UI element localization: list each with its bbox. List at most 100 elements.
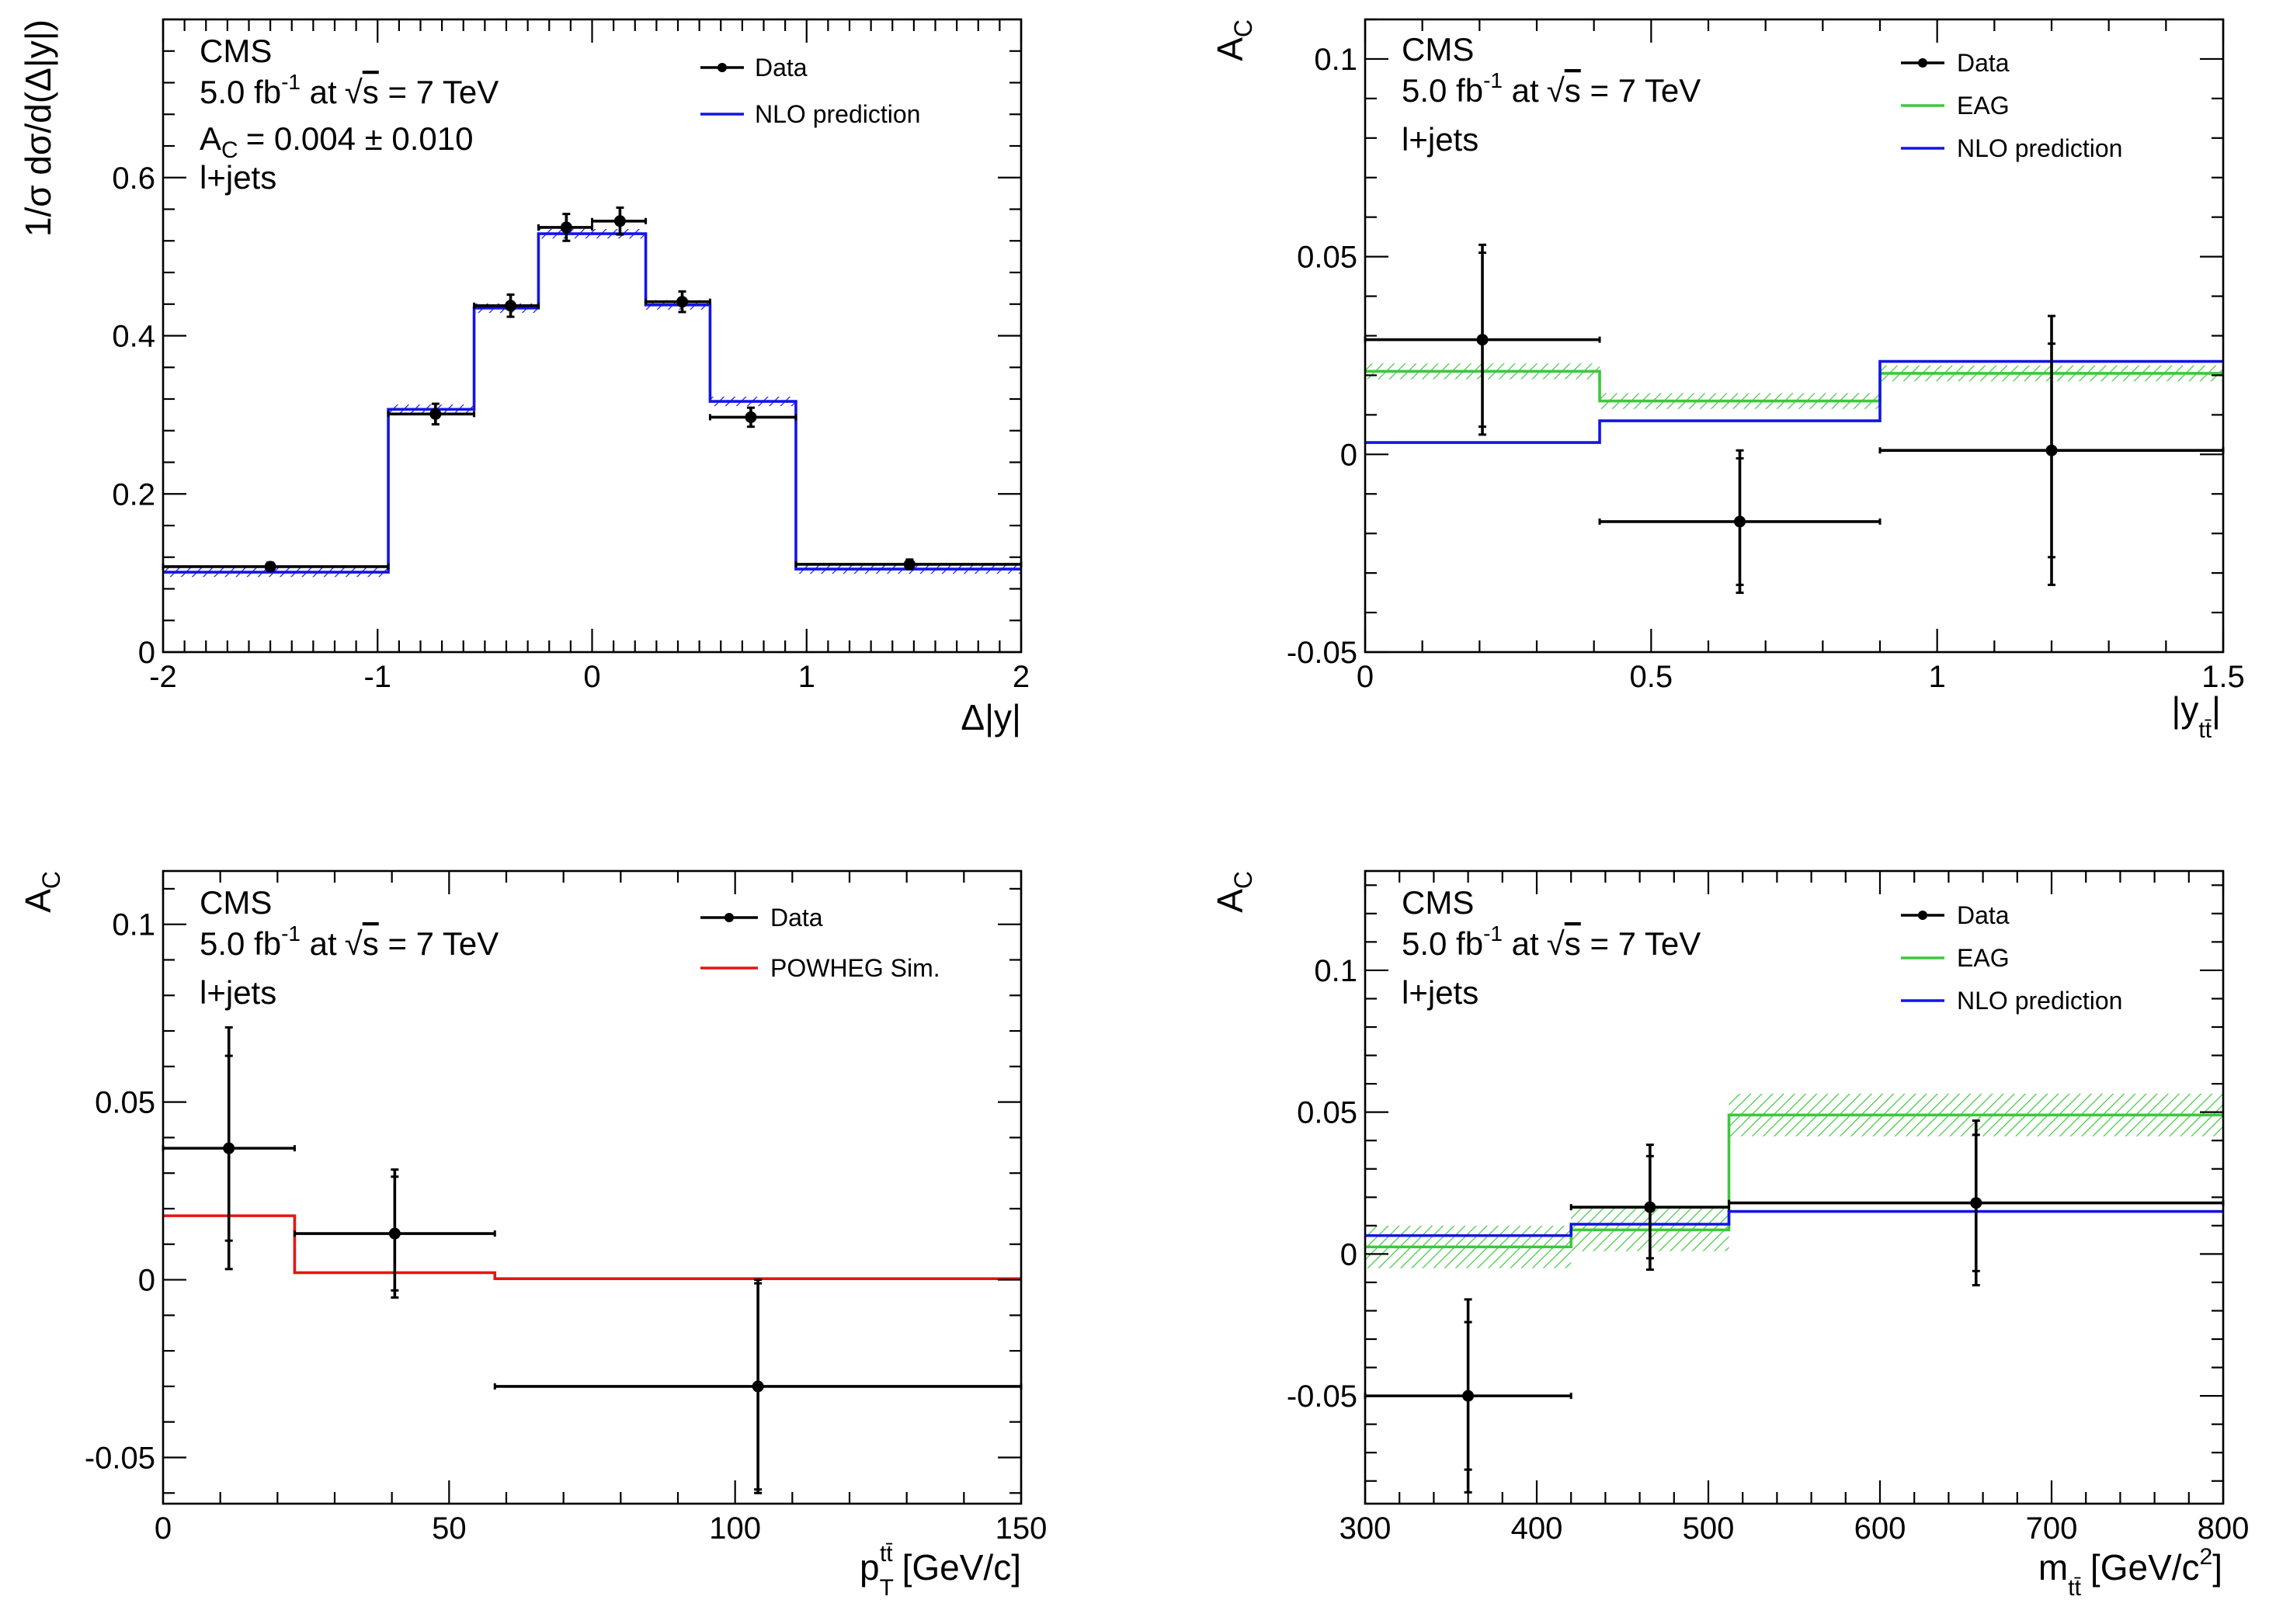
data-point [429,408,442,420]
legend-data-label: Data [1957,901,2010,929]
x-tick-label: -2 [149,660,177,694]
panel-3-y-axis-label: AC [18,871,65,913]
panel-4-channel: l+jets [1402,974,1478,1011]
panel-2-legend: Data EAG NLO prediction [1901,49,2122,162]
legend-data-marker [718,63,727,72]
data-point [1476,334,1489,346]
panel-3-experiment: CMS [200,884,272,921]
data-point [1734,515,1746,528]
x-tick-label: 1.5 [2201,660,2245,694]
panel-1-marks [162,206,1023,578]
panel-1-ticks: -2 -1 0 1 2 0 0.2 0.4 0.6 [112,18,1030,694]
x-tick-label: 150 [996,1511,1048,1546]
legend-data-marker [1918,911,1927,920]
panel-3-lumi: 5.0 fb-1 at √s = 7 TeV [200,921,499,962]
panel-1-channel: l+jets [200,159,276,196]
step-line-eag [1365,370,2223,403]
legend-data-marker [1918,58,1927,68]
panel-2-experiment: CMS [1402,31,1474,68]
panel-delta-y: -2 -1 0 1 2 0 0.2 0.4 0.6 CMS 5.0 fb-1 at √s = 7 … [18,18,1030,737]
panel-2-x-axis-label: |ytt̄| [2171,689,2221,743]
data-point [223,1142,235,1154]
panel-2-marks [1364,243,2225,595]
y-tick-label: 0 [1340,1237,1357,1272]
panel-2-channel: l+jets [1402,121,1478,158]
panel-3-channel: l+jets [200,974,276,1011]
step-line-powheg-sim- [163,1214,1021,1280]
legend-powheg-label: POWHEG Sim. [770,954,940,982]
data-point [1970,1197,1982,1209]
data-point [388,1227,401,1240]
y-tick-label: 0 [138,1264,155,1298]
uncertainty-band-eag [1365,1093,2223,1268]
data-point [1462,1390,1475,1402]
legend-data-marker [724,913,734,922]
x-tick-label: 600 [1854,1511,1906,1546]
x-tick-label: 50 [432,1511,467,1546]
y-tick-label: 0 [138,636,155,670]
panel-2-lumi: 5.0 fb-1 at √s = 7 TeV [1402,68,1701,109]
panel-4-experiment: CMS [1402,884,1474,921]
x-tick-label: 0 [155,1511,172,1546]
legend-nlo-label: NLO prediction [1957,987,2122,1015]
panel-3-x-axis-label: pTtt̄ [GeV/c] [860,1541,1021,1601]
panel-4-frame [1364,869,2225,1505]
data-point [676,296,689,308]
x-tick-label: 0 [1357,660,1374,694]
x-tick-label: 700 [2026,1511,2078,1546]
y-tick-label: 0.4 [112,320,155,354]
panel-1-lumi: 5.0 fb-1 at √s = 7 TeV [200,70,499,110]
y-tick-label: 0.05 [1297,1096,1357,1130]
panel-3-marks [162,1025,1023,1494]
x-tick-label: 1 [1929,660,1946,694]
y-tick-label: 0.1 [1314,954,1357,988]
x-tick-label: 0 [583,660,600,694]
y-tick-label: 0.1 [112,908,155,942]
panel-1-asymmetry: AC = 0.004 ± 0.010 [200,120,473,163]
panel-4-marks [1364,1093,2225,1494]
data-point [1644,1201,1656,1213]
y-tick-label: 0 [1340,438,1357,472]
legend-nlo-label: NLO prediction [1957,134,2122,162]
legend-data-label: Data [1957,49,2010,77]
panel-3-legend: Data POWHEG Sim. [700,904,940,982]
panel-1-y-axis-label: 1/σ dσ/d(Δ|y|) [18,19,58,237]
legend-nlo-label: NLO prediction [755,100,920,128]
panel-1-x-axis-label: Δ|y| [961,697,1021,737]
panel-m-ttbar: 300 400 500 600 700 800 -0.05 0 0.05 0.1 CMS 5.0 … [1210,869,2250,1601]
x-tick-label: 800 [2198,1511,2250,1546]
panel-pt-ttbar: 0 50 100 150 -0.05 0 0.05 0.1 CMS 5.0 fb-1 at √s… [18,869,1048,1601]
step-line-nlo-prediction [1365,359,2223,444]
y-tick-label: 0.05 [1297,241,1357,275]
data-point [2045,444,2058,456]
x-tick-label: 400 [1511,1511,1563,1546]
x-tick-label: 1 [798,660,815,694]
panel-4-legend: Data EAG NLO prediction [1901,901,2122,1015]
panel-2-y-axis-label: AC [1210,19,1257,61]
data-point [752,1380,764,1393]
panel-1-legend: Data NLO prediction [700,54,920,128]
panel-4-lumi: 5.0 fb-1 at √s = 7 TeV [1402,921,1701,962]
step-line-nlo-prediction [163,232,1021,574]
data-point [613,215,626,227]
uncertainty-band-nlo-prediction [163,228,1021,578]
legend-data-label: Data [770,904,823,932]
y-tick-label: 0.1 [1314,43,1357,77]
x-tick-label: 2 [1013,660,1030,694]
panel-3-frame [162,869,1023,1505]
x-tick-label: 500 [1683,1511,1735,1546]
y-tick-label: 0.05 [95,1086,155,1120]
panel-3-ticks: 0 50 100 150 -0.05 0 0.05 0.1 [85,871,1048,1546]
data-point [505,300,517,312]
y-tick-label: -0.05 [85,1441,155,1475]
x-tick-label: -1 [363,660,391,694]
panel-4-x-axis-label: mtt̄[GeV/c2] [2038,1544,2222,1601]
y-tick-label: -0.05 [1287,1379,1357,1414]
x-tick-label: 300 [1340,1511,1392,1546]
data-point [264,560,276,573]
legend-data-label: Data [755,54,808,82]
y-tick-label: 0.2 [112,477,155,512]
data-point [560,221,572,234]
